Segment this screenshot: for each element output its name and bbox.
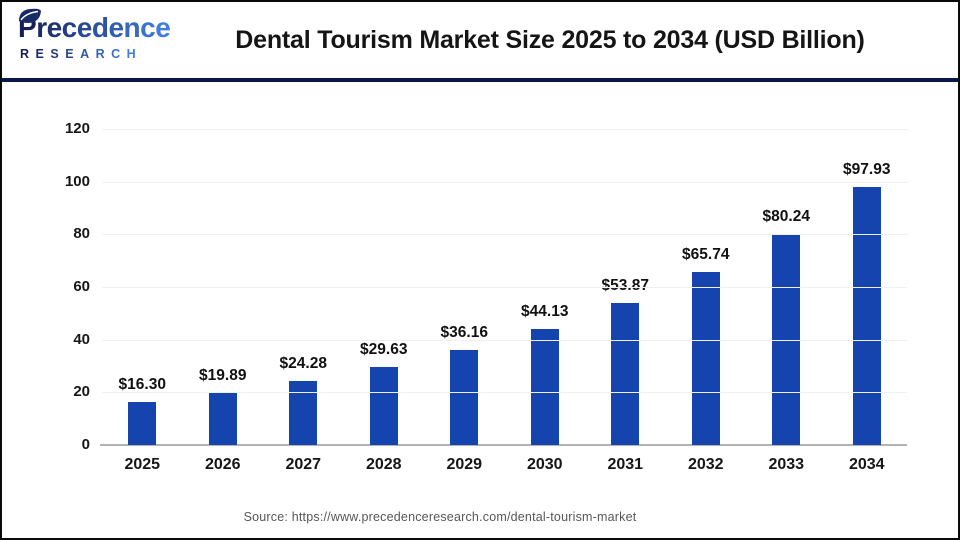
bar-2031 — [611, 303, 640, 445]
bar-value-label: $24.28 — [279, 355, 327, 373]
bar-slot: $36.16 2029 — [424, 129, 505, 473]
leaf-icon — [16, 4, 42, 38]
bar-value-label: $36.16 — [440, 323, 488, 341]
gridline — [102, 129, 907, 130]
precedence-logo: Precedence RESEARCH — [18, 8, 188, 61]
bar-2030 — [530, 328, 559, 445]
bar-slot: $97.93 2034 — [827, 129, 908, 473]
header: Precedence RESEARCH Dental Tourism Marke… — [2, 2, 958, 78]
x-axis-label: 2031 — [607, 456, 644, 473]
bar-value-label: $44.13 — [521, 302, 569, 320]
bar-2034 — [852, 187, 881, 445]
gridline — [102, 392, 907, 394]
bar-slot: $65.74 2032 — [666, 129, 747, 473]
bar-2028 — [369, 366, 398, 445]
bar-value-label: $53.87 — [601, 277, 649, 295]
bar-chart-plot-area: $16.30 2025 $19.89 2026 $24.28 2027 $29.63 2028… — [65, 120, 908, 473]
x-axis-label: 2033 — [768, 456, 805, 473]
x-axis-label: 2025 — [124, 456, 161, 473]
bar-2029 — [450, 349, 479, 445]
bar-value-label: $97.93 — [843, 161, 891, 179]
y-axis-label: 40 — [73, 330, 90, 348]
y-axis-label: 20 — [73, 383, 90, 401]
bar-value-label: $29.63 — [360, 340, 408, 358]
x-axis-label: 2032 — [687, 456, 724, 473]
gridline — [102, 339, 907, 341]
bar-slot: $16.30 2025 — [102, 129, 183, 473]
gridline — [102, 287, 907, 288]
logo-subtitle: RESEARCH — [20, 47, 143, 61]
logo-brand-name: Precedence — [18, 8, 188, 45]
x-axis-label: 2028 — [365, 456, 402, 473]
y-axis-label: 60 — [73, 278, 90, 295]
bar-slot: $24.28 2027 — [263, 129, 344, 473]
chart-title: Dental Tourism Market Size 2025 to 2034 … — [235, 25, 865, 54]
x-axis-label: 2029 — [446, 456, 483, 473]
bar-value-label: $65.74 — [682, 245, 730, 263]
bar-slot: $80.24 2033 — [746, 129, 827, 473]
bars-container: $16.30 2025 $19.89 2026 $24.28 2027 $29.63 2028… — [102, 129, 908, 473]
x-axis-label: 2026 — [204, 456, 241, 473]
source-note: Source: https://www.precedenceresearch.c… — [243, 510, 637, 524]
bar-2033 — [772, 233, 801, 445]
bar-2032 — [691, 271, 720, 445]
x-axis-label: 2027 — [285, 456, 322, 473]
y-axis-label: 80 — [73, 225, 90, 243]
x-axis-label: 2030 — [526, 456, 563, 473]
gridline — [102, 234, 907, 236]
bar-slot: $29.63 2028 — [344, 129, 425, 473]
bar-value-label: $19.89 — [199, 366, 247, 384]
bar-slot: $53.87 2031 — [585, 129, 666, 473]
y-axis-label: 0 — [81, 436, 90, 453]
bar-slot: $44.13 2030 — [505, 129, 586, 473]
bar-slot: $19.89 2026 — [183, 129, 264, 473]
y-axis-label: 120 — [64, 120, 90, 137]
gridline — [102, 181, 907, 183]
header-divider — [2, 78, 958, 82]
x-axis-line — [100, 444, 907, 446]
bar-value-label: $80.24 — [762, 207, 810, 225]
bar-2025 — [128, 402, 157, 445]
y-axis-label: 100 — [64, 172, 90, 190]
x-axis-label: 2034 — [848, 456, 885, 473]
bar-value-label: $16.30 — [118, 376, 166, 394]
bar-2027 — [289, 381, 318, 445]
bar-2026 — [208, 392, 237, 445]
